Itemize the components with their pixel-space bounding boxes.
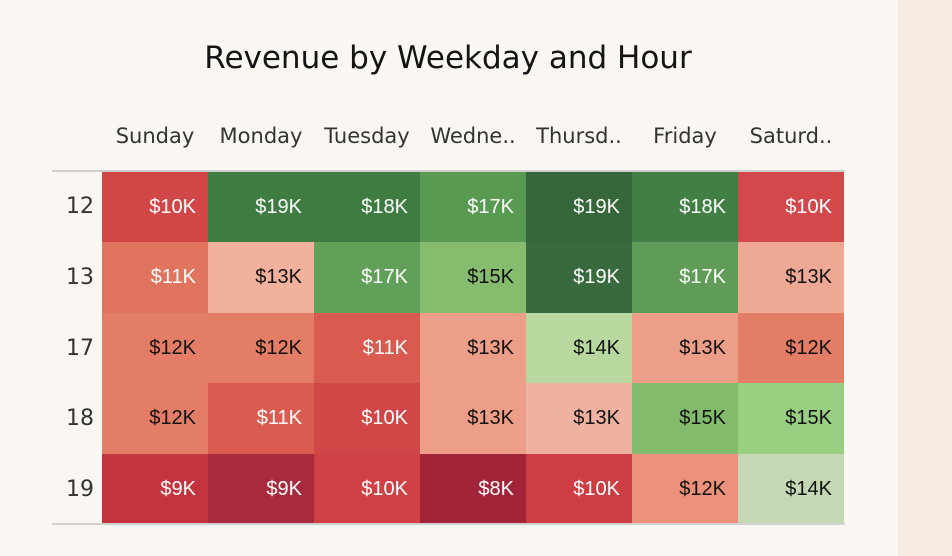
heatmap-cell: $17K <box>314 242 420 313</box>
heatmap-cell: $19K <box>208 172 314 242</box>
col-header-friday: Friday <box>653 124 717 148</box>
heatmap-cell: $10K <box>314 383 420 454</box>
heatmap-cell: $11K <box>102 242 208 313</box>
heatmap-cell: $12K <box>738 313 844 383</box>
heatmap-cell: $8K <box>420 454 526 524</box>
col-header-tuesday: Tuesday <box>324 124 410 148</box>
heatmap-cell: $9K <box>102 454 208 524</box>
heatmap-cell: $13K <box>420 313 526 383</box>
heatmap-cell: $14K <box>738 454 844 524</box>
col-header-sunday: Sunday <box>115 124 195 148</box>
heatmap-cell: $18K <box>632 172 738 242</box>
chart-panel: Revenue by Weekday and Hour Sunday Monda… <box>0 0 898 556</box>
heatmap-cell: $11K <box>208 383 314 454</box>
heatmap-cell: $17K <box>632 242 738 313</box>
heatmap-cell: $13K <box>526 383 632 454</box>
heatmap-cell: $9K <box>208 454 314 524</box>
row-header-17: 17 <box>66 336 94 361</box>
row-header-13: 13 <box>66 265 94 290</box>
heatmap-cell: $17K <box>420 172 526 242</box>
heatmap-cell: $18K <box>314 172 420 242</box>
heatmap-cell: $14K <box>526 313 632 383</box>
heatmap-cell: $10K <box>738 172 844 242</box>
heatmap-cell: $12K <box>102 383 208 454</box>
heatmap-cell: $10K <box>102 172 208 242</box>
heatmap-cell: $19K <box>526 242 632 313</box>
row-header-18: 18 <box>66 406 94 431</box>
col-header-monday: Monday <box>219 124 303 148</box>
heatmap-cell: $15K <box>632 383 738 454</box>
heatmap-cell: $12K <box>208 313 314 383</box>
table-top-border <box>52 170 845 172</box>
row-header-12: 12 <box>66 194 94 219</box>
heatmap-cell: $15K <box>738 383 844 454</box>
col-header-saturday: Saturd.. <box>749 124 833 148</box>
heatmap-cell: $13K <box>738 242 844 313</box>
row-header-19: 19 <box>66 477 94 502</box>
heatmap-cell: $13K <box>420 383 526 454</box>
col-header-thursday: Thursd.. <box>536 124 622 148</box>
table-bottom-border <box>52 523 845 525</box>
heatmap-cell: $19K <box>526 172 632 242</box>
heatmap-cell: $12K <box>632 454 738 524</box>
heatmap-cell: $15K <box>420 242 526 313</box>
chart-title: Revenue by Weekday and Hour <box>204 40 692 76</box>
heatmap-cell: $11K <box>314 313 420 383</box>
heatmap-cell: $10K <box>526 454 632 524</box>
heatmap-cell: $12K <box>102 313 208 383</box>
heatmap-cell: $13K <box>208 242 314 313</box>
heatmap-cell: $10K <box>314 454 420 524</box>
col-header-wednesday: Wedne.. <box>430 124 516 148</box>
heatmap-cell: $13K <box>632 313 738 383</box>
